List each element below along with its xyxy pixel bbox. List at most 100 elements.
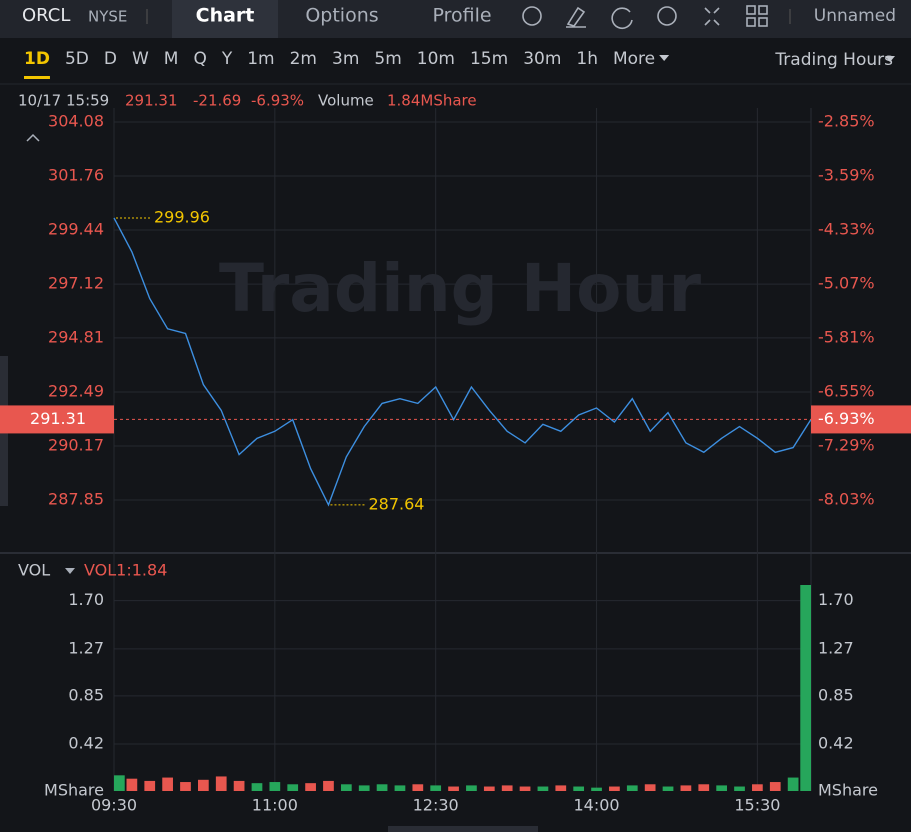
volume-bar <box>787 777 799 791</box>
y2-tick-label: 1.27 <box>818 638 854 657</box>
period-button[interactable]: 10m <box>417 49 455 69</box>
price-series <box>113 217 812 507</box>
volume-bar <box>340 784 352 791</box>
y2-tick-label: -3.59% <box>818 165 875 184</box>
period-button[interactable]: 15m <box>470 49 508 69</box>
period-button[interactable]: 30m <box>523 49 561 69</box>
icon-indicator[interactable] <box>522 6 542 26</box>
caret <box>65 568 75 574</box>
low-label: 287.64 <box>368 494 424 513</box>
tab[interactable]: Chart <box>196 5 255 27</box>
y-tick-label: 0.85 <box>68 685 104 704</box>
info-change: -21.69 <box>193 92 241 110</box>
period-button[interactable]: W <box>132 49 149 69</box>
volume-bar <box>769 782 781 791</box>
x-tick-label: 15:30 <box>734 796 780 815</box>
volume-bar <box>287 784 299 791</box>
volume-bar <box>591 787 602 791</box>
volume-bar <box>698 784 710 791</box>
y-tick-label: 1.27 <box>68 638 104 657</box>
tab[interactable]: Profile <box>432 5 491 27</box>
session-select[interactable]: Trading Hours <box>774 50 893 70</box>
x-tick-label: 09:30 <box>91 796 137 815</box>
volume-bar <box>501 785 513 791</box>
period-button[interactable]: 1m <box>247 49 274 69</box>
collapse-icon[interactable] <box>26 133 40 142</box>
icon-settings[interactable] <box>657 6 677 26</box>
volume-bar <box>376 784 388 791</box>
icon-fullscreen[interactable] <box>704 7 720 26</box>
y2-tick-label: -4.33% <box>818 219 875 238</box>
symbol: ORCL <box>22 5 70 26</box>
info-time: 10/17 15:59 <box>18 92 109 110</box>
volume-bar <box>162 777 173 791</box>
period-button[interactable]: 5D <box>65 49 89 69</box>
y-tick-label: 292.49 <box>48 381 104 400</box>
y-tick-label: 294.81 <box>48 327 104 346</box>
volume-bar <box>537 786 549 791</box>
volume-bar <box>126 778 138 791</box>
y2-tick-label: -6.55% <box>818 381 875 400</box>
period-button[interactable]: 1h <box>576 49 598 69</box>
period-button[interactable]: M <box>164 49 179 69</box>
last-price-tag <box>0 405 114 434</box>
x-tick-label: 12:30 <box>413 796 459 815</box>
volume-bar <box>680 785 692 791</box>
tab[interactable]: Options <box>305 5 378 27</box>
volume-bar <box>626 785 638 791</box>
watermark: Trading Hour <box>219 250 701 327</box>
x-tick-label: 14:00 <box>573 796 619 815</box>
icon-layout <box>746 17 756 27</box>
period-button[interactable]: 1D <box>24 49 50 69</box>
info-volume-label: Volume <box>318 92 374 110</box>
volume-bar <box>412 784 424 791</box>
period-button[interactable]: 2m <box>290 49 317 69</box>
volume-bar <box>644 784 656 791</box>
period-button[interactable]: D <box>104 49 117 69</box>
volume-bar <box>251 783 263 791</box>
unit-label: MShare <box>44 781 104 800</box>
volume-bar <box>215 776 227 791</box>
volume-bar <box>734 786 745 791</box>
y2-tick-label: -7.29% <box>818 435 875 454</box>
toolbar-icons <box>522 5 768 29</box>
period-button[interactable]: 5m <box>374 49 401 69</box>
icon-refresh[interactable] <box>611 7 633 29</box>
active-tab-bg <box>172 0 278 38</box>
last-price-label: 291.31 <box>30 409 86 428</box>
y2-tick-label: -2.85% <box>818 111 875 130</box>
y-tick-label: 290.17 <box>48 435 104 454</box>
period-button[interactable]: 3m <box>332 49 359 69</box>
volume-bar <box>269 782 281 791</box>
volume-bar <box>609 786 620 791</box>
y-tick-label: 299.44 <box>48 220 104 239</box>
y-tick-label: 287.85 <box>48 490 104 509</box>
period-button[interactable]: Q <box>193 49 206 69</box>
exchange: NYSE <box>88 8 127 26</box>
info-change-pct: -6.93% <box>251 92 304 110</box>
period-button[interactable]: More <box>613 49 655 69</box>
volume-bar <box>800 585 811 791</box>
x-tick-label: 11:00 <box>252 796 298 815</box>
y-tick-label: 0.42 <box>68 733 104 752</box>
volume-bar <box>448 786 459 791</box>
volume-bar <box>662 786 674 791</box>
volume-bar <box>430 785 442 791</box>
icon-layout <box>758 5 768 15</box>
y2-tick-label: -5.07% <box>818 273 875 292</box>
scrollbar[interactable] <box>388 826 538 832</box>
caret <box>659 55 670 61</box>
period-button[interactable]: Y <box>221 49 233 69</box>
icon-draw[interactable] <box>566 6 586 28</box>
indicator-name[interactable]: VOL <box>18 561 50 580</box>
y-tick-label: 1.70 <box>68 590 104 609</box>
y-tick-label: 297.12 <box>48 274 104 293</box>
volume-bar <box>358 785 370 791</box>
layout-name[interactable]: Unnamed <box>814 6 896 26</box>
volume-bar <box>305 783 316 791</box>
info-volume: 1.84MShare <box>387 92 477 110</box>
volume-bar <box>114 775 125 791</box>
icon-layout[interactable] <box>746 5 756 15</box>
